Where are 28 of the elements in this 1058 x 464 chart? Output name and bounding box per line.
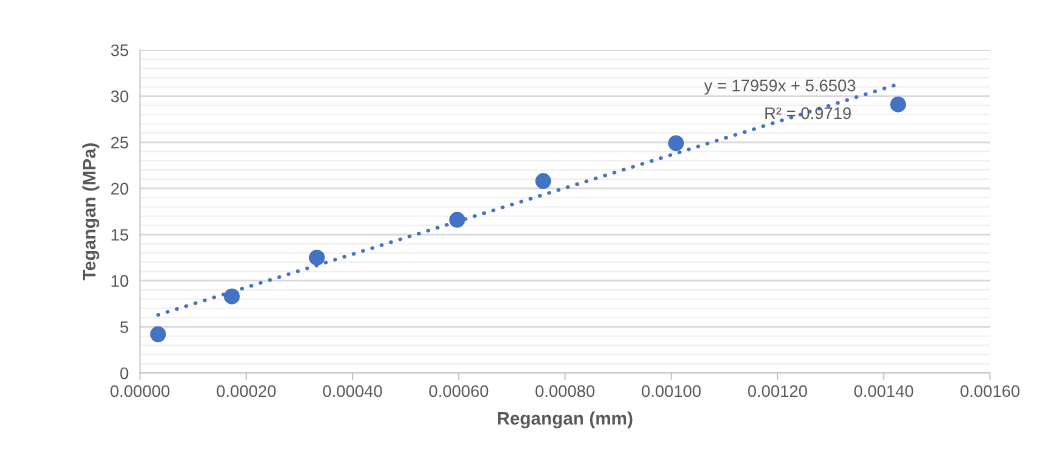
y-tick-label: 30 xyxy=(110,90,129,103)
y-tick-label: 15 xyxy=(111,229,129,241)
x-tick-label: 0.00040 xyxy=(323,385,382,398)
x-tick-label: 0.00160 xyxy=(960,385,1020,398)
point xyxy=(308,249,325,266)
x-tick-label: 0.00000 xyxy=(110,385,170,398)
point xyxy=(449,211,466,228)
point xyxy=(150,326,167,343)
x-axis-title: Regangan (mm) xyxy=(498,411,633,429)
x-tick-label: 0.00020 xyxy=(216,385,276,398)
x-tick-label: 0.00100 xyxy=(641,385,701,398)
point xyxy=(223,288,240,305)
annotation: y = 17959x + 5.6503 xyxy=(704,79,856,95)
y-tick-label: 0 xyxy=(120,367,129,380)
y-tick-label: 10 xyxy=(111,275,129,287)
annotation: R² = 0.9719 xyxy=(765,107,851,120)
y-tick-label: 35 xyxy=(110,44,129,57)
y-tick-label: 20 xyxy=(111,182,129,195)
point xyxy=(890,96,907,113)
x-tick-label: 0.00120 xyxy=(748,385,807,398)
point xyxy=(668,135,685,152)
x-tick-label: 0.00060 xyxy=(429,385,489,398)
y-axis-title: Tegangan (MPa) xyxy=(82,143,100,281)
x-tick-label: 0.00080 xyxy=(535,385,595,398)
y-tick-label: 25 xyxy=(111,136,129,149)
x-tick-label: 0.00140 xyxy=(854,385,914,398)
y-tick-label: 5 xyxy=(120,321,129,334)
point xyxy=(535,173,552,190)
